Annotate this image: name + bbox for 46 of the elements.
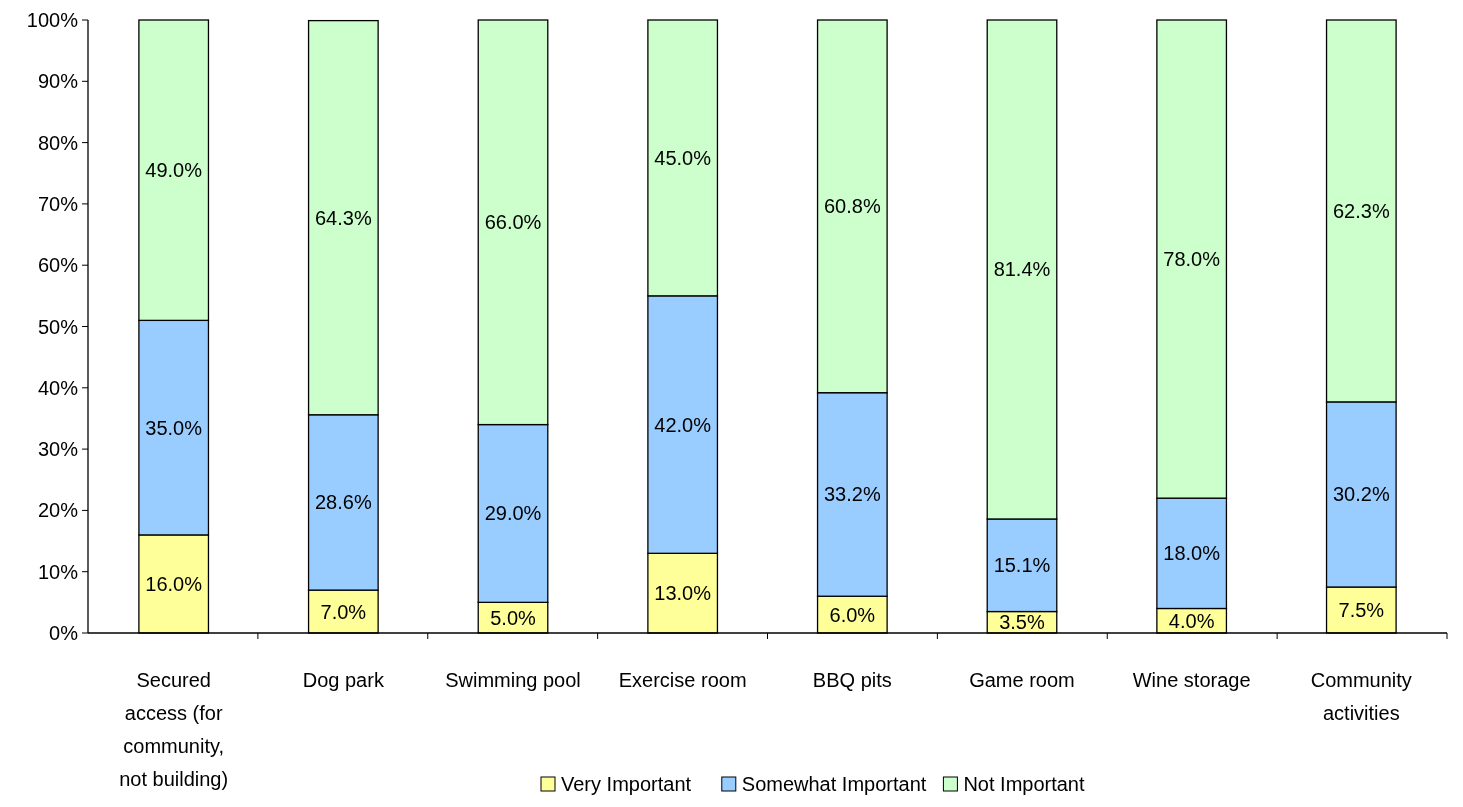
y-tick-label: 0% <box>49 622 79 644</box>
data-label: 49.0% <box>145 159 203 182</box>
data-label: 62.3% <box>1332 199 1390 222</box>
x-tick-label: Swimming pool <box>445 669 581 691</box>
data-label: 4.0% <box>1168 609 1215 632</box>
legend-label: Very Important <box>561 773 692 795</box>
data-label: 78.0% <box>1163 248 1221 271</box>
x-tick-label: Dog park <box>302 669 385 691</box>
data-label: 30.2% <box>1332 483 1390 506</box>
data-label: 3.5% <box>999 611 1045 634</box>
y-tick-label: 10% <box>37 560 79 583</box>
x-tick-label: Game room <box>969 669 1075 691</box>
data-label: 18.0% <box>1163 542 1221 565</box>
x-tick-label: Secured access (for community, not building) <box>119 669 229 790</box>
y-tick-label: 30% <box>37 438 79 461</box>
data-label: 35.0% <box>145 416 203 439</box>
data-label: 7.5% <box>1338 599 1385 622</box>
data-label: 28.6% <box>314 491 372 514</box>
data-label: 66.0% <box>484 211 542 234</box>
legend-label: Not Important <box>963 773 1086 795</box>
data-label: 33.2% <box>823 483 881 506</box>
data-label: 42.0% <box>654 413 712 436</box>
y-tick-label: 100% <box>26 9 79 31</box>
data-label: 29.0% <box>484 502 542 525</box>
data-label: 5.0% <box>490 606 537 629</box>
y-tick-label: 50% <box>37 315 79 338</box>
data-label: 64.3% <box>314 206 372 229</box>
data-label: 7.0% <box>320 600 367 623</box>
data-label: 6.0% <box>829 603 876 626</box>
x-tick-label: BBQ pits <box>812 669 892 691</box>
data-label: 13.0% <box>654 582 712 605</box>
x-tick-label: Wine storage <box>1132 669 1251 691</box>
y-tick-label: 20% <box>37 499 79 522</box>
y-tick-label: 60% <box>37 254 79 277</box>
y-tick-label: 90% <box>37 70 79 93</box>
y-tick-label: 80% <box>37 131 79 154</box>
data-label: 15.1% <box>993 554 1051 577</box>
data-label: 45.0% <box>654 146 712 169</box>
data-label: 60.8% <box>823 195 881 218</box>
data-label: 81.4% <box>993 258 1051 281</box>
data-label: 16.0% <box>145 572 203 595</box>
x-tick-label: Exercise room <box>618 669 747 691</box>
y-tick-label: 70% <box>37 192 79 215</box>
y-tick-label: 40% <box>37 376 79 399</box>
legend-label: Somewhat Important <box>741 773 927 795</box>
x-tick-label: Community activities <box>1310 669 1412 724</box>
